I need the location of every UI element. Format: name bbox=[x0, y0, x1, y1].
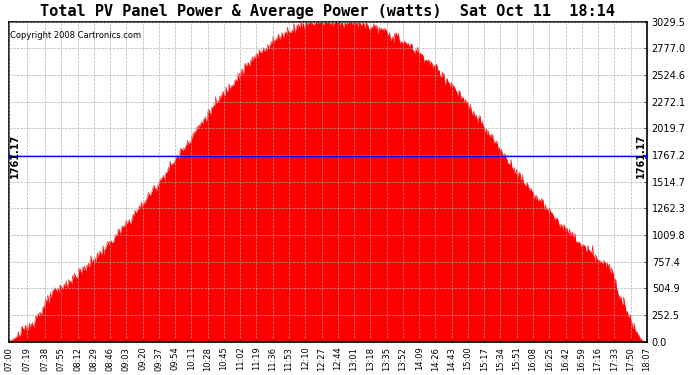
Text: 1761.17: 1761.17 bbox=[10, 134, 20, 178]
Text: 1761.17: 1761.17 bbox=[635, 134, 646, 178]
Text: Copyright 2008 Cartronics.com: Copyright 2008 Cartronics.com bbox=[10, 32, 141, 40]
Title: Total PV Panel Power & Average Power (watts)  Sat Oct 11  18:14: Total PV Panel Power & Average Power (wa… bbox=[40, 4, 615, 19]
